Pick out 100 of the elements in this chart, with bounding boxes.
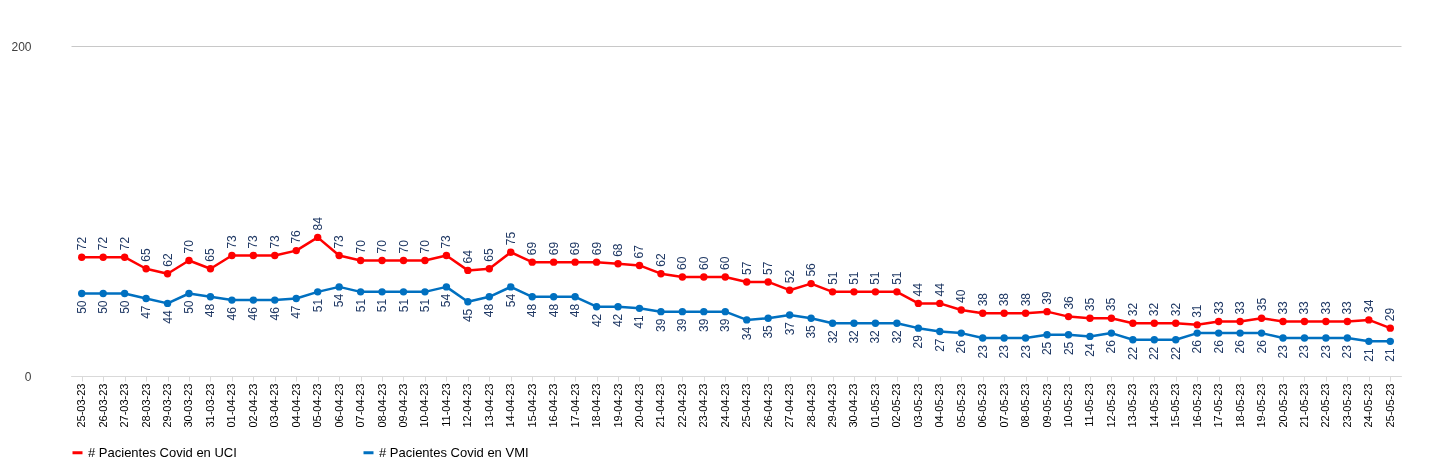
data-label: 39 [1040, 290, 1055, 305]
x-tick-label: 02-05-23 [890, 383, 903, 428]
data-label: 51 [396, 298, 411, 313]
data-label: 51 [825, 271, 840, 285]
data-label: 33 [1297, 300, 1312, 315]
data-label: 37 [782, 321, 797, 336]
data-label: 69 [589, 241, 604, 256]
data-label: 33 [1318, 300, 1333, 315]
data-label: 40 [954, 289, 969, 303]
data-label: 51 [846, 271, 861, 285]
data-label: 84 [310, 216, 325, 231]
data-label: 56 [804, 262, 819, 277]
data-label: 34 [739, 326, 754, 341]
x-tick-label: 01-05-23 [868, 383, 881, 428]
data-label: 48 [525, 303, 540, 318]
data-label: 23 [1318, 344, 1333, 359]
data-label: 60 [696, 256, 711, 270]
data-label: 22 [1147, 346, 1162, 361]
data-label: 62 [653, 253, 668, 267]
data-label: 33 [1233, 300, 1248, 315]
data-label: 60 [718, 256, 733, 270]
data-label: 39 [653, 318, 668, 333]
data-label: 52 [782, 269, 797, 284]
data-label: 32 [1147, 302, 1162, 317]
data-label: 54 [503, 293, 518, 308]
x-tick-label: 02-04-23 [246, 383, 259, 428]
x-tick-label: 09-04-23 [397, 383, 409, 428]
x-tick-label: 19-04-23 [611, 383, 624, 428]
data-label: 73 [439, 234, 454, 249]
data-label: 72 [117, 236, 132, 251]
data-label: 48 [546, 303, 561, 318]
x-tick-label: 21-05-23 [1297, 383, 1310, 428]
data-label: 22 [1168, 346, 1183, 361]
legend-label: # Pacientes Covid en VMI [379, 444, 529, 460]
x-tick-label: 20-04-23 [632, 383, 645, 428]
x-tick-label: 21-04-23 [654, 383, 667, 428]
data-label: 35 [1254, 297, 1269, 312]
data-label: 39 [696, 318, 711, 333]
data-label: 60 [675, 256, 690, 270]
data-label: 76 [289, 229, 304, 244]
data-label: 44 [160, 310, 175, 324]
x-tick-label: 07-05-23 [997, 383, 1010, 428]
x-tick-label: 23-04-23 [697, 383, 710, 428]
data-label: 23 [997, 344, 1012, 359]
data-label: 75 [503, 231, 518, 246]
data-label: 26 [1254, 339, 1269, 354]
x-tick-label: 08-05-23 [1019, 383, 1032, 428]
x-tick-label: 08-04-23 [375, 383, 388, 428]
legend-label: # Pacientes Covid en UCI [88, 444, 237, 460]
data-label: 51 [417, 298, 432, 313]
x-tick-label: 12-04-23 [461, 383, 474, 428]
data-label: 26 [954, 339, 969, 354]
data-label: 38 [1018, 292, 1033, 307]
x-tick-label: 15-05-23 [1169, 383, 1182, 428]
data-label: 57 [739, 261, 754, 275]
x-tick-label: 17-04-23 [568, 383, 581, 428]
data-label: 46 [246, 306, 261, 321]
data-label: 73 [246, 234, 261, 249]
data-label: 70 [396, 239, 411, 254]
x-tick-label: 24-04-23 [718, 383, 731, 428]
x-tick-label: 03-04-23 [268, 383, 281, 428]
data-label: 32 [825, 329, 840, 344]
data-label: 26 [1190, 339, 1205, 354]
data-label: 21 [1361, 348, 1376, 362]
data-label: 25 [1061, 341, 1076, 356]
data-label: 38 [975, 292, 990, 307]
x-tick-label: 25-04-23 [740, 383, 753, 428]
data-label: 46 [224, 306, 239, 321]
data-label: 46 [267, 306, 282, 321]
x-tick-label: 15-04-23 [525, 383, 538, 428]
x-tick-label: 19-05-23 [1255, 383, 1268, 428]
data-label: 41 [632, 315, 647, 329]
x-tick-label: 09-05-23 [1040, 383, 1053, 428]
data-label: 24 [1082, 343, 1097, 357]
data-label: 31 [1190, 304, 1205, 318]
x-tick-label: 25-05-23 [1383, 383, 1396, 428]
data-label: 45 [460, 308, 475, 323]
data-label: 42 [589, 313, 604, 328]
data-label: 35 [1082, 297, 1097, 312]
x-tick-label: 01-04-23 [225, 383, 238, 428]
data-label: 65 [482, 248, 497, 262]
x-tick-label: 11-04-23 [439, 383, 452, 427]
data-label: 21 [1383, 348, 1398, 362]
data-label: 35 [804, 324, 819, 339]
x-tick-label: 05-04-23 [311, 383, 324, 428]
x-tick-label: 22-04-23 [675, 383, 688, 428]
data-label: 70 [181, 239, 196, 254]
data-label: 39 [718, 318, 733, 333]
data-label: 35 [1104, 297, 1119, 312]
x-tick-label: 12-05-23 [1104, 383, 1117, 428]
x-tick-label: 24-05-23 [1362, 383, 1375, 428]
x-tick-label: 23-05-23 [1340, 383, 1353, 428]
data-label: 23 [1018, 344, 1033, 359]
x-tick-label: 06-04-23 [332, 383, 345, 428]
data-label: 22 [1125, 346, 1140, 361]
x-tick-label: 13-05-23 [1126, 383, 1139, 428]
x-tick-label: 28-04-23 [804, 383, 817, 428]
data-label: 33 [1340, 300, 1355, 315]
data-label: 32 [846, 329, 861, 344]
data-label: 50 [74, 300, 89, 314]
